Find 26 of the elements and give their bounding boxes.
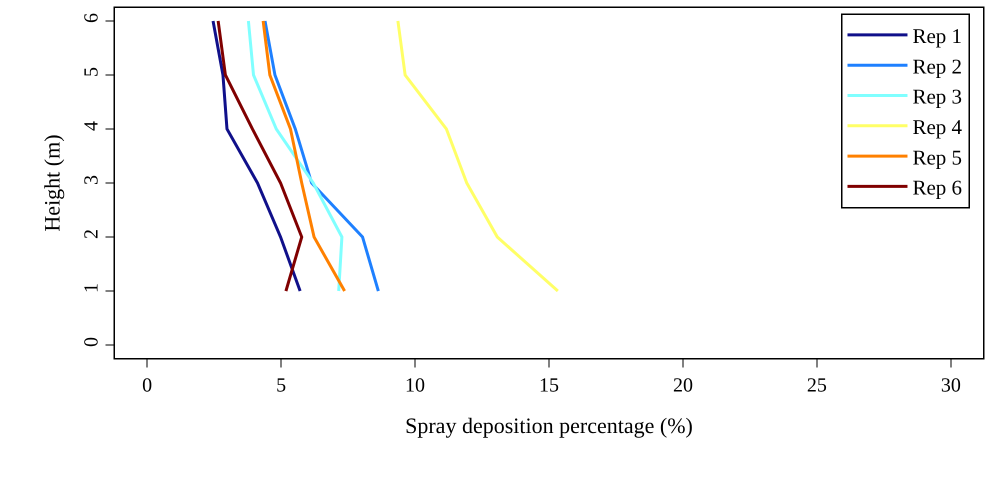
legend-label: Rep 3 <box>912 84 962 109</box>
x-tick-label: 30 <box>940 374 961 396</box>
y-axis-title: Height (m) <box>40 134 65 232</box>
line-series <box>262 19 346 293</box>
legend-label: Rep 2 <box>912 54 962 78</box>
y-tick-label: 3 <box>80 175 102 185</box>
y-tick-label: 0 <box>80 337 102 348</box>
legend-label: Rep 6 <box>912 176 962 200</box>
line-series <box>396 19 560 293</box>
y-tick-label: 2 <box>80 229 102 240</box>
x-tick-label: 5 <box>276 374 286 396</box>
legend-label: Rep 4 <box>912 114 963 139</box>
line-series <box>264 19 380 293</box>
y-tick-label: 1 <box>80 283 102 294</box>
line-series <box>246 19 344 293</box>
y-tick-label: 4 <box>80 120 102 131</box>
x-tick-label: 0 <box>142 374 152 396</box>
x-tick-label: 10 <box>405 374 426 396</box>
y-tick-label: 6 <box>80 12 102 23</box>
x-tick-label: 15 <box>539 374 559 396</box>
x-tick-label: 25 <box>806 374 827 396</box>
x-tick-label: 20 <box>672 374 693 396</box>
x-axis-title: Spray deposition percentage (%) <box>405 413 693 438</box>
y-tick-label: 5 <box>80 66 102 77</box>
legend-label: Rep 1 <box>912 24 962 48</box>
legend-label: Rep 5 <box>912 145 962 170</box>
